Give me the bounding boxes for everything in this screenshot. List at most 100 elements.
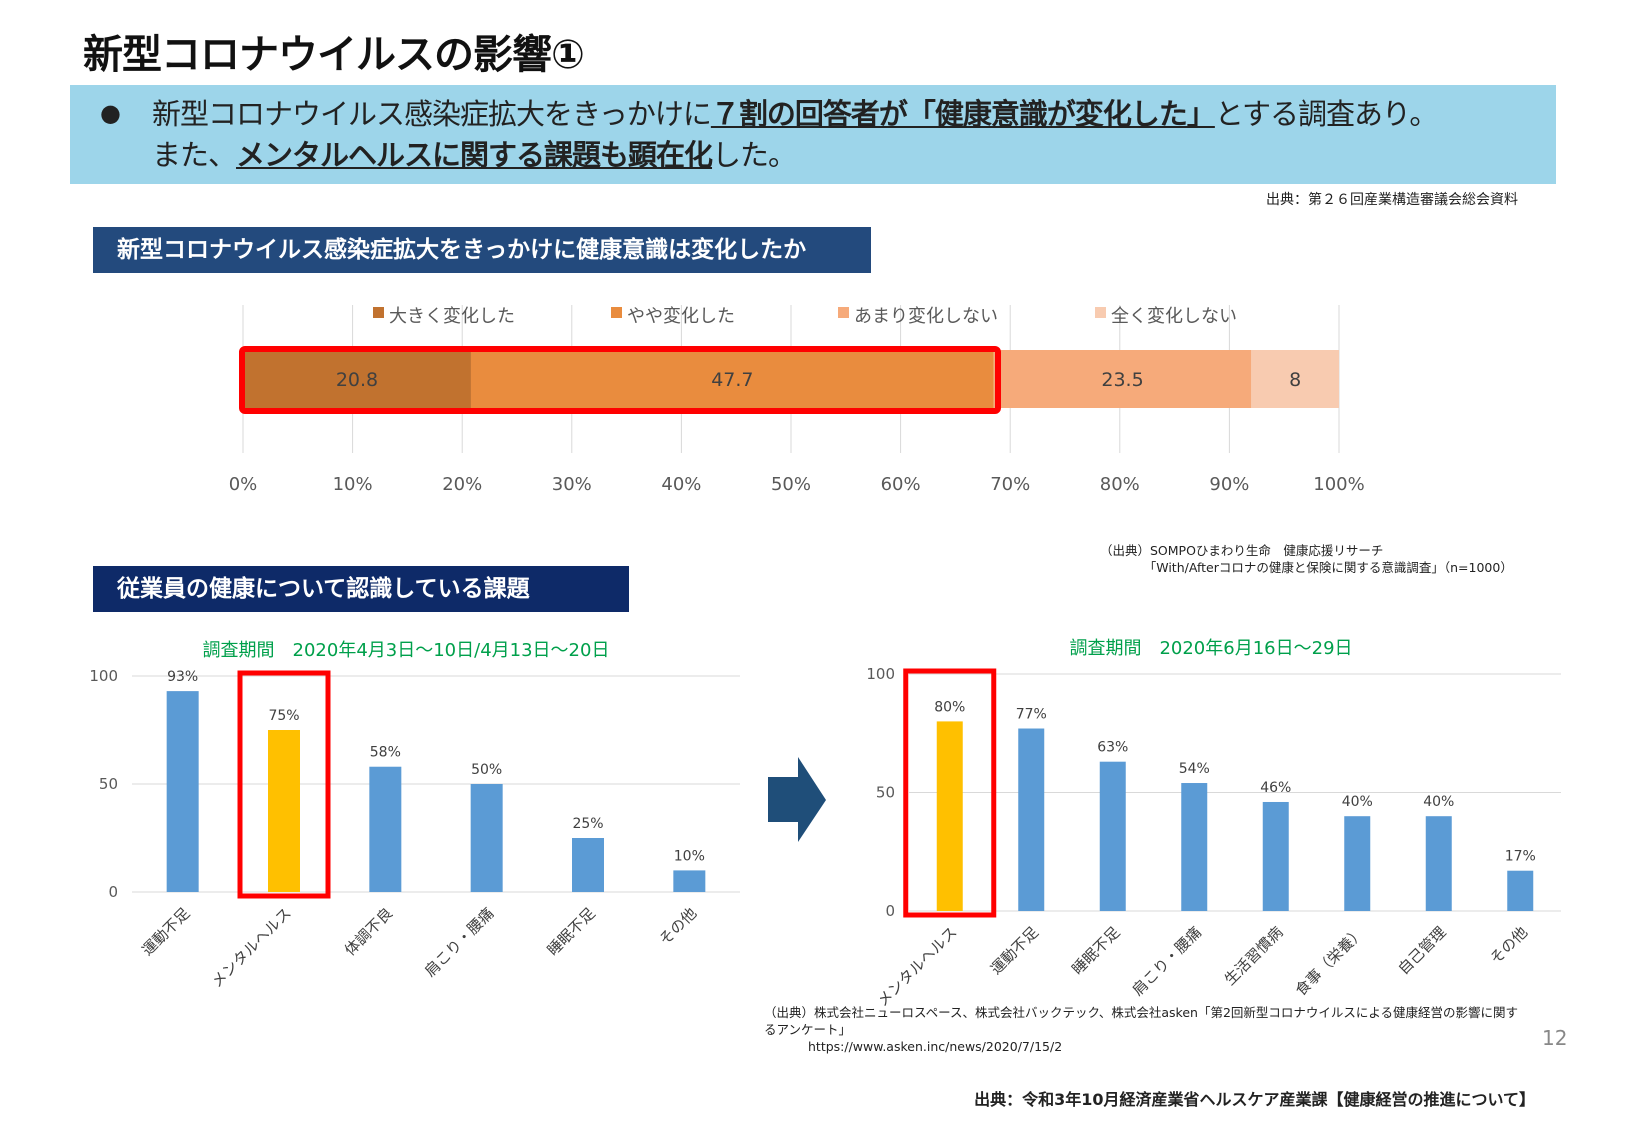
legend-label: 大きく変化した [389, 306, 515, 327]
x-tick-label: 90% [1209, 474, 1249, 495]
highlight-box [903, 668, 997, 918]
category-label: 食事（栄養） [1292, 923, 1368, 999]
x-tick-label: 50% [771, 474, 811, 495]
y-tick-label: 50 [876, 784, 895, 802]
category-label: メンタルヘルス [874, 923, 961, 1010]
x-tick-label: 60% [881, 474, 921, 495]
data-label: 93% [167, 669, 198, 685]
bar [1344, 816, 1371, 911]
category-label: 運動不足 [138, 904, 193, 959]
bar-segment [1251, 350, 1339, 408]
bullet-icon: ● [100, 99, 121, 127]
category-label: 運動不足 [987, 923, 1042, 978]
data-label: 40% [1423, 794, 1454, 810]
bar [572, 838, 604, 892]
text: 新型コロナウイルス感染症拡大をきっかけに [152, 97, 712, 131]
source-url: https://www.asken.inc/news/2020/7/15/2 [808, 1039, 1063, 1054]
legend-swatch [611, 307, 622, 318]
emphasis: ７割の回答者が「健康意識が変化した」 [710, 97, 1216, 131]
legend-swatch [373, 307, 384, 318]
x-tick-label: 70% [990, 474, 1030, 495]
source-sompo: （出典）SOMPOひまわり生命 健康応援リサーチ 「With/Afterコロナの… [1100, 543, 1513, 575]
data-label: 23.5 [1101, 369, 1143, 391]
text: とする調査あり。 [1214, 97, 1439, 131]
data-label: 50% [471, 762, 502, 778]
x-tick-label: 30% [552, 474, 592, 495]
highlight-box [237, 670, 331, 899]
bar [268, 730, 300, 892]
category-label: メンタルヘルス [208, 904, 295, 991]
y-tick-label: 100 [89, 667, 118, 685]
x-tick-label: 80% [1100, 474, 1140, 495]
chart-title: 調査期間 2020年6月16日～29日 [1069, 638, 1352, 659]
highlight-box [239, 346, 1001, 414]
category-label: 肩こり・腰痛 [421, 904, 497, 980]
data-label: 46% [1260, 780, 1291, 796]
bar [1181, 783, 1208, 911]
bar [673, 870, 706, 892]
data-label: 80% [934, 699, 965, 715]
text: した。 [712, 138, 797, 172]
category-label: その他 [656, 904, 701, 949]
bar [166, 691, 199, 892]
emphasis: メンタルヘルスに関する課題も顕在化 [236, 138, 713, 172]
y-tick-label: 100 [866, 665, 895, 683]
page-number: 12 [1542, 1026, 1568, 1050]
source-line: （出典）株式会社ニューロスペース、株式会社バックテック、株式会社asken「第2… [764, 1005, 1519, 1037]
bar [936, 721, 963, 911]
legend-label: あまり変化しない [854, 306, 998, 327]
data-label: 75% [268, 708, 299, 724]
bar [1018, 728, 1045, 911]
bar [1507, 870, 1534, 911]
bar [1262, 801, 1289, 911]
category-label: 肩こり・腰痛 [1129, 923, 1205, 999]
legend-label: やや変化した [627, 306, 735, 327]
source-asken: （出典）株式会社ニューロスペース、株式会社バックテック、株式会社asken「第2… [764, 1004, 1530, 1055]
category-label: 生活習慣病 [1221, 923, 1287, 989]
category-label: その他 [1487, 923, 1532, 968]
x-tick-label: 10% [333, 474, 373, 495]
source-top: 出典：第２６回産業構造審議会総会資料 [1266, 192, 1518, 208]
bar-segment [993, 350, 1252, 408]
category-label: 睡眠不足 [1068, 923, 1123, 978]
data-label: 8 [1289, 369, 1301, 391]
bar [1425, 816, 1452, 911]
data-label: 17% [1505, 849, 1536, 865]
bar [1099, 761, 1126, 911]
bar-segment [470, 350, 994, 408]
text: また、 [152, 138, 237, 172]
chart-title: 調査期間 2020年4月3日～10日/4月13日～20日 [203, 640, 610, 661]
category-label: 自己管理 [1394, 923, 1449, 978]
legend-swatch [1095, 307, 1106, 318]
source-bottom: 出典：令和3年10月経済産業省ヘルスケア産業課【健康経営の推進について】 [974, 1090, 1535, 1109]
data-label: 54% [1179, 761, 1210, 777]
data-label: 40% [1342, 794, 1373, 810]
y-tick-label: 50 [99, 775, 118, 793]
data-label: 20.8 [336, 369, 378, 391]
category-label: 睡眠不足 [544, 904, 599, 959]
section-header-employee-issues: 従業員の健康について認識している課題 [93, 566, 629, 612]
category-label: 体調不良 [341, 904, 396, 959]
bar [369, 766, 402, 892]
page-title: 新型コロナウイルスの影響① [83, 32, 585, 78]
y-tick-label: 0 [108, 883, 118, 901]
section-header-health-awareness: 新型コロナウイルス感染症拡大をきっかけに健康意識は変化したか [93, 227, 871, 273]
legend-swatch [838, 307, 849, 318]
arrow-right-icon [768, 757, 826, 842]
summary-banner: ● 新型コロナウイルス感染症拡大をきっかけに７割の回答者が「健康意識が変化した」… [70, 85, 1556, 184]
bar [470, 784, 503, 892]
summary-line-2: また、メンタルヘルスに関する課題も顕在化した。 [152, 132, 797, 174]
y-tick-label: 0 [885, 902, 895, 920]
legend-label: 全く変化しない [1111, 306, 1237, 327]
data-label: 25% [572, 816, 603, 832]
x-tick-label: 20% [442, 474, 482, 495]
data-label: 63% [1097, 740, 1128, 756]
data-label: 77% [1016, 707, 1047, 723]
data-label: 47.7 [711, 369, 753, 391]
x-tick-label: 0% [229, 474, 258, 495]
data-label: 10% [674, 848, 705, 864]
x-tick-label: 40% [661, 474, 701, 495]
bar-segment [243, 350, 471, 408]
summary-line-1: 新型コロナウイルス感染症拡大をきっかけに７割の回答者が「健康意識が変化した」とす… [152, 91, 1439, 133]
